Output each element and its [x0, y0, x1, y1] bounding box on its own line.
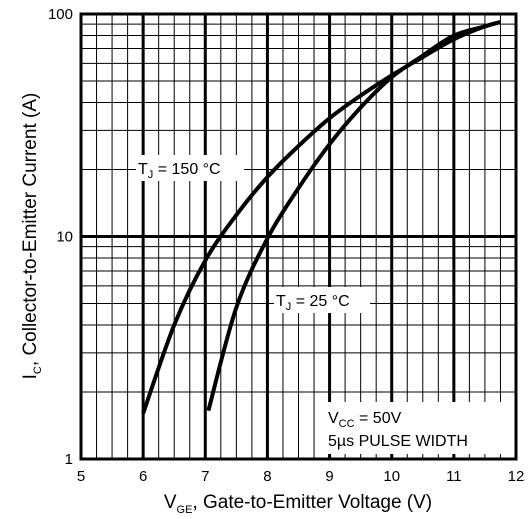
x-tick-label: 12 [508, 468, 525, 485]
series-label-150: TJ = 150 °C [138, 161, 221, 181]
series-label-25: TJ = 25 °C [276, 293, 350, 313]
y-axis-title: IC, Collector-to-Emitter Current (A) [20, 93, 44, 380]
x-tick-label: 10 [383, 468, 400, 485]
y-tick-label: 10 [56, 229, 73, 246]
series-curves [141, 20, 502, 415]
conditions-pulse: 5µs PULSE WIDTH [328, 433, 468, 450]
plot-frame [79, 12, 518, 461]
y-tick-label: 1 [65, 451, 73, 468]
x-tick-label: 11 [446, 468, 462, 485]
conditions-vcc: VCC = 50V [328, 410, 402, 430]
x-tick-label: 9 [325, 468, 333, 485]
x-axis-title: VGE, Gate-to-Emitter Voltage (V) [164, 492, 432, 516]
series-line-tj-25 [206, 20, 502, 412]
series-line-tj-150 [141, 20, 502, 415]
x-tick-labels: 5 6 7 8 9 10 11 12 [77, 468, 525, 485]
x-tick-label: 6 [139, 468, 147, 485]
major-gridlines [81, 14, 516, 459]
y-tick-label: 100 [48, 6, 73, 23]
y-tick-labels: 1 10 100 [48, 6, 73, 468]
minor-horizontal-gridlines [81, 23, 516, 393]
x-tick-label: 8 [263, 468, 271, 485]
conditions-bg [322, 402, 508, 454]
series-label-25-bg [274, 287, 370, 313]
series-label-150-bg [136, 155, 244, 181]
x-tick-label: 5 [77, 468, 85, 485]
x-tick-label: 7 [201, 468, 209, 485]
